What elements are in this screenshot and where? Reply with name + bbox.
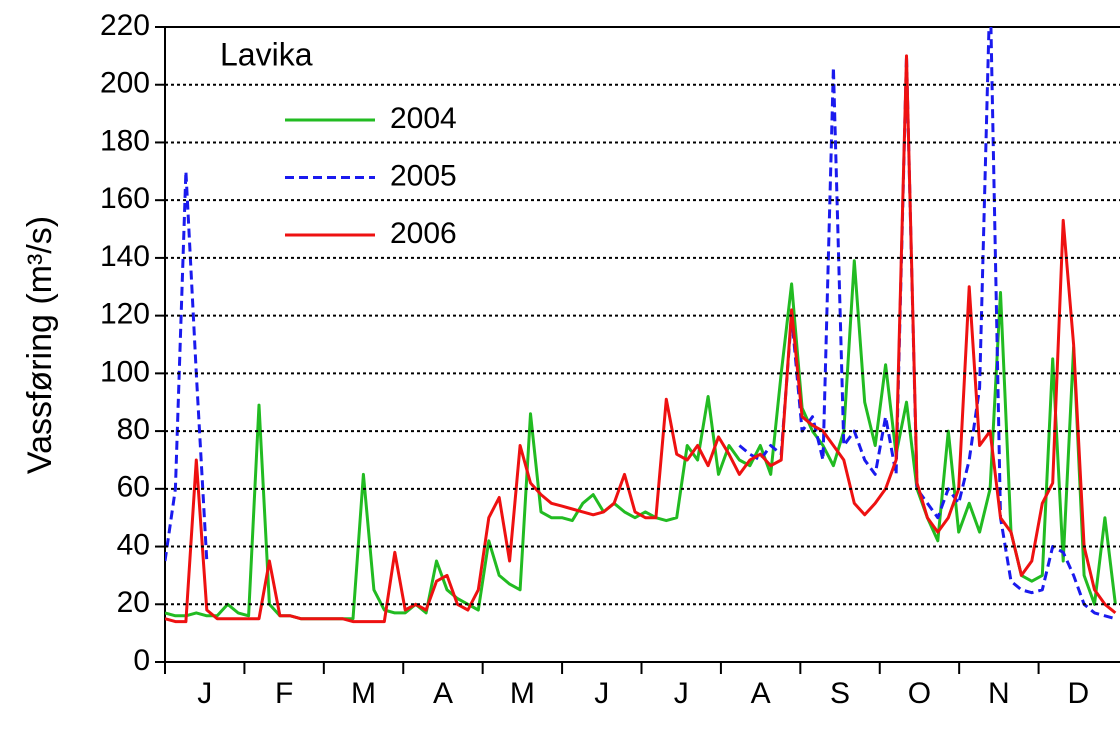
y-tick-label: 100 xyxy=(100,355,150,388)
chart-title: Lavika xyxy=(220,36,313,72)
plot-area xyxy=(165,27,1117,624)
x-tick-label: J xyxy=(197,677,212,710)
x-tick-label: S xyxy=(830,677,850,710)
data-line xyxy=(165,27,1116,621)
y-tick-label: 180 xyxy=(100,124,150,157)
y-tick-label: 0 xyxy=(133,644,150,677)
legend-label: 2005 xyxy=(390,159,457,192)
y-tick-label: 160 xyxy=(100,182,150,215)
y-tick-label: 80 xyxy=(117,413,150,446)
y-tick-label: 140 xyxy=(100,240,150,273)
x-tick-label: J xyxy=(594,677,609,710)
y-tick-label: 200 xyxy=(100,67,150,100)
y-tick-label: 220 xyxy=(100,9,150,42)
x-tick-label: M xyxy=(510,677,535,710)
x-tick-label: O xyxy=(908,677,931,710)
x-tick-label: D xyxy=(1067,677,1089,710)
x-tick-label: F xyxy=(275,677,293,710)
y-tick-label: 60 xyxy=(117,471,150,504)
x-tick-label: M xyxy=(351,677,376,710)
y-axis-label: Vassføring (m³/s) xyxy=(21,216,59,474)
legend-label: 2004 xyxy=(390,102,457,135)
x-tick-label: N xyxy=(988,677,1010,710)
x-tick-label: A xyxy=(433,677,453,710)
y-tick-label: 120 xyxy=(100,298,150,331)
y-tick-label: 20 xyxy=(117,586,150,619)
legend-label: 2006 xyxy=(390,217,457,250)
y-tick-label: 40 xyxy=(117,528,150,561)
x-tick-label: J xyxy=(674,677,689,710)
x-tick-label: A xyxy=(751,677,771,710)
data-line xyxy=(165,54,1117,624)
